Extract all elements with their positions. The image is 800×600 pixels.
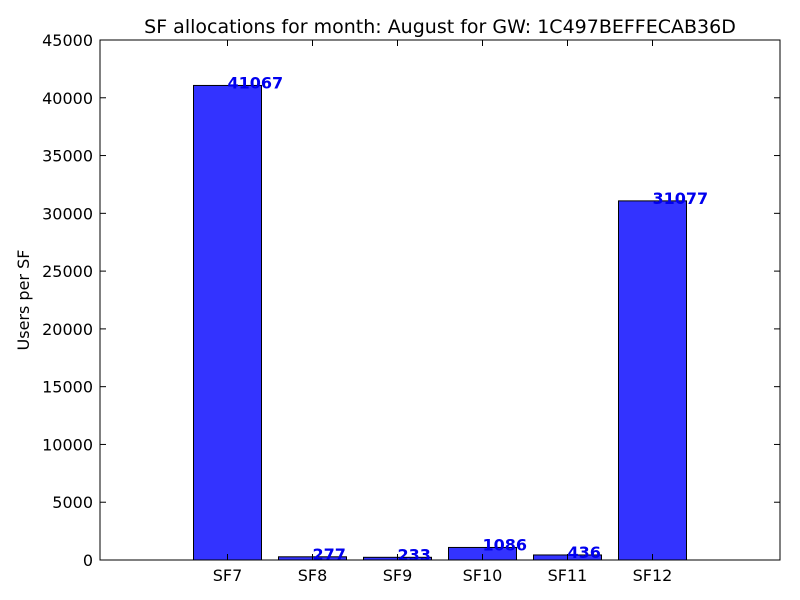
data-label-sf9: 233 <box>398 545 431 564</box>
y-tick-label: 20000 <box>42 320 93 339</box>
y-tick-label: 10000 <box>42 435 93 454</box>
y-axis-label: Users per SF <box>14 250 33 351</box>
data-label-sf8: 277 <box>313 545 346 564</box>
x-tick-label-sf12: SF12 <box>633 566 673 585</box>
bar-sf12 <box>618 200 687 561</box>
bar-sf7 <box>193 84 262 561</box>
y-tick-label: 0 <box>83 551 93 570</box>
y-tick-label: 25000 <box>42 262 93 281</box>
y-tick-label: 15000 <box>42 378 93 397</box>
chart-title: SF allocations for month: August for GW:… <box>144 16 736 38</box>
y-tick-label: 35000 <box>42 147 93 166</box>
y-tick-label: 5000 <box>52 493 93 512</box>
x-tick-label-sf10: SF10 <box>463 566 503 585</box>
data-label-sf11: 436 <box>568 543 601 562</box>
y-tick-label: 40000 <box>42 89 93 108</box>
x-tick-label-sf11: SF11 <box>548 566 588 585</box>
x-tick-label-sf8: SF8 <box>298 566 328 585</box>
y-tick-label: 30000 <box>42 204 93 223</box>
plot-area: 41067 277 233 1086 436 31077 0 5000 10000 15000 20… <box>42 31 781 585</box>
plot-frame <box>99 39 781 561</box>
x-tick-label-sf7: SF7 <box>213 566 243 585</box>
data-label-sf7: 41067 <box>228 73 284 92</box>
x-tick-label-sf9: SF9 <box>383 566 413 585</box>
y-tick-label: 45000 <box>42 31 93 50</box>
data-label-sf12: 31077 <box>653 189 709 208</box>
data-label-sf10: 1086 <box>483 535 528 554</box>
